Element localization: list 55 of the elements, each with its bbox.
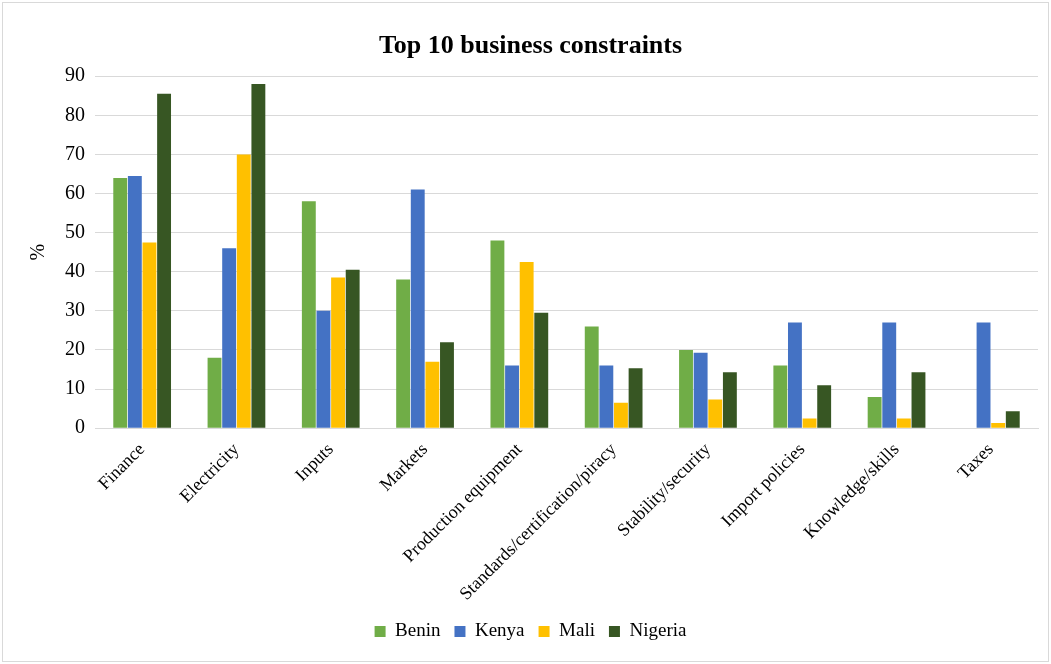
- legend-label: Nigeria: [629, 619, 687, 641]
- bar: [614, 402, 628, 428]
- bar: [207, 357, 222, 428]
- y-tick-label: 40: [65, 258, 85, 281]
- bar: [679, 349, 693, 428]
- legend-label: Kenya: [474, 619, 526, 641]
- bar: [316, 310, 331, 428]
- bar: [331, 277, 345, 428]
- bar: [802, 418, 817, 428]
- legend-label: Mali: [559, 619, 595, 641]
- bar: [440, 342, 454, 428]
- y-tick-label: 50: [65, 219, 85, 242]
- bar: [788, 322, 802, 428]
- bar: [222, 248, 237, 428]
- bar: [817, 385, 832, 428]
- bar: [911, 372, 926, 428]
- bar: [896, 418, 911, 428]
- y-axis-title: %: [26, 243, 49, 261]
- chart-title: Top 10 business constraints: [378, 30, 683, 60]
- y-tick-label: 0: [75, 415, 85, 438]
- bar: [693, 352, 708, 428]
- bar: [628, 368, 643, 428]
- y-tick-label: 60: [65, 180, 85, 203]
- bar: [251, 84, 266, 428]
- bar: [534, 312, 549, 428]
- bar: [236, 154, 251, 428]
- bar: [722, 372, 737, 428]
- y-tick-label: 30: [65, 298, 85, 321]
- bar: [127, 175, 142, 428]
- bar: [505, 365, 519, 428]
- bar: [708, 399, 723, 428]
- bar: [584, 326, 599, 428]
- bar: [142, 242, 157, 428]
- bar: [599, 365, 614, 428]
- bar: [345, 269, 360, 428]
- bar: [490, 240, 505, 428]
- y-tick-label: 70: [65, 141, 85, 164]
- bar: [396, 279, 411, 428]
- bar: [157, 93, 172, 428]
- bar: [1005, 411, 1020, 428]
- bar: [425, 361, 440, 428]
- bar: [976, 322, 991, 428]
- bar: [410, 189, 425, 428]
- legend-label: Benin: [395, 619, 441, 641]
- y-tick-label: 10: [65, 376, 85, 399]
- bar: [301, 201, 316, 428]
- y-tick-label: 80: [65, 102, 85, 125]
- bar: [882, 322, 897, 428]
- y-tick-label: 20: [65, 337, 85, 360]
- bar: [773, 365, 788, 428]
- bar: [991, 423, 1006, 428]
- bar: [113, 177, 128, 428]
- bar: [867, 396, 882, 428]
- y-tick-label: 90: [65, 63, 85, 86]
- bar: [519, 261, 534, 428]
